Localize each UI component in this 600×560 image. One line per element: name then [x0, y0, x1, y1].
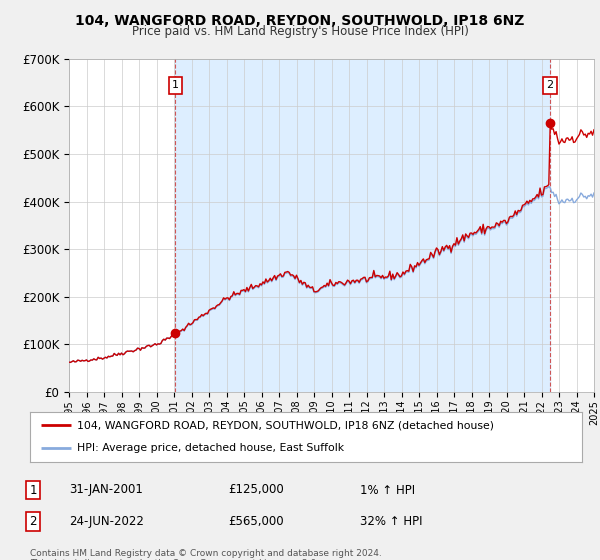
Text: 2: 2 — [547, 81, 553, 91]
Text: 31-JAN-2001: 31-JAN-2001 — [69, 483, 143, 497]
Bar — [175, 59, 550, 392]
Text: Price paid vs. HM Land Registry's House Price Index (HPI): Price paid vs. HM Land Registry's House … — [131, 25, 469, 38]
Text: Contains HM Land Registry data © Crown copyright and database right 2024.
This d: Contains HM Land Registry data © Crown c… — [30, 549, 382, 560]
Text: £565,000: £565,000 — [228, 515, 284, 529]
Text: 1% ↑ HPI: 1% ↑ HPI — [360, 483, 415, 497]
Text: HPI: Average price, detached house, East Suffolk: HPI: Average price, detached house, East… — [77, 444, 344, 454]
Text: 32% ↑ HPI: 32% ↑ HPI — [360, 515, 422, 529]
Text: 24-JUN-2022: 24-JUN-2022 — [69, 515, 144, 529]
Text: £125,000: £125,000 — [228, 483, 284, 497]
Text: 104, WANGFORD ROAD, REYDON, SOUTHWOLD, IP18 6NZ: 104, WANGFORD ROAD, REYDON, SOUTHWOLD, I… — [76, 14, 524, 28]
Text: 1: 1 — [29, 483, 37, 497]
Text: 1: 1 — [172, 81, 179, 91]
Text: 2: 2 — [29, 515, 37, 529]
Text: 104, WANGFORD ROAD, REYDON, SOUTHWOLD, IP18 6NZ (detached house): 104, WANGFORD ROAD, REYDON, SOUTHWOLD, I… — [77, 420, 494, 430]
